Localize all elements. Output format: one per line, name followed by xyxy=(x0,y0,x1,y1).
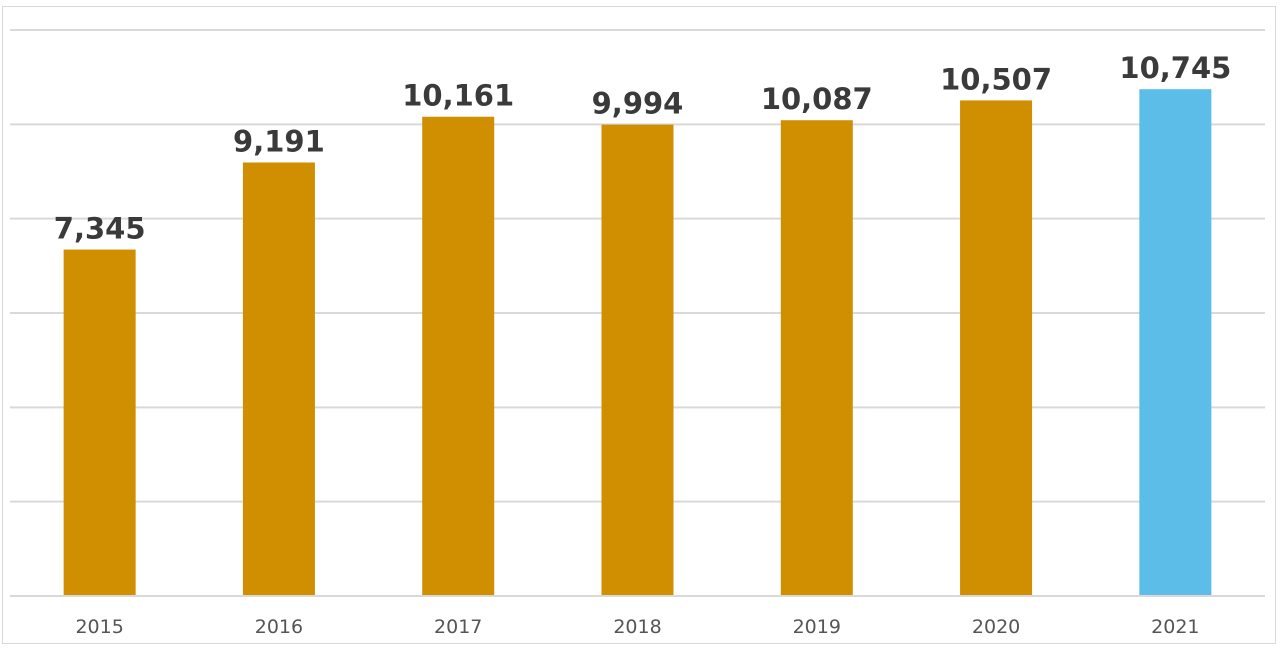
bar-2016 xyxy=(242,162,315,596)
x-tick-label-2015: 2015 xyxy=(75,616,123,638)
data-label-2017: 10,161 xyxy=(402,79,514,113)
chart-frame xyxy=(2,6,1276,644)
bar-2019 xyxy=(780,120,853,596)
x-tick-label-2019: 2019 xyxy=(793,616,841,638)
data-label-2015: 7,345 xyxy=(54,212,146,246)
x-tick-label-2018: 2018 xyxy=(613,616,661,638)
data-label-2019: 10,087 xyxy=(761,82,873,116)
x-tick-label-2016: 2016 xyxy=(255,616,303,638)
bar-2021 xyxy=(1139,89,1212,596)
data-label-2021: 10,745 xyxy=(1119,51,1231,85)
bar-2018 xyxy=(601,124,674,595)
data-label-2018: 9,994 xyxy=(592,87,684,121)
bar-2020 xyxy=(960,100,1033,595)
x-tick-label-2017: 2017 xyxy=(434,616,482,638)
x-tick-label-2020: 2020 xyxy=(972,616,1020,638)
bar-2017 xyxy=(422,116,495,595)
bar-2015 xyxy=(63,249,136,595)
data-label-2020: 10,507 xyxy=(940,62,1052,96)
data-label-2016: 9,191 xyxy=(233,124,325,158)
x-tick-label-2021: 2021 xyxy=(1151,616,1199,638)
